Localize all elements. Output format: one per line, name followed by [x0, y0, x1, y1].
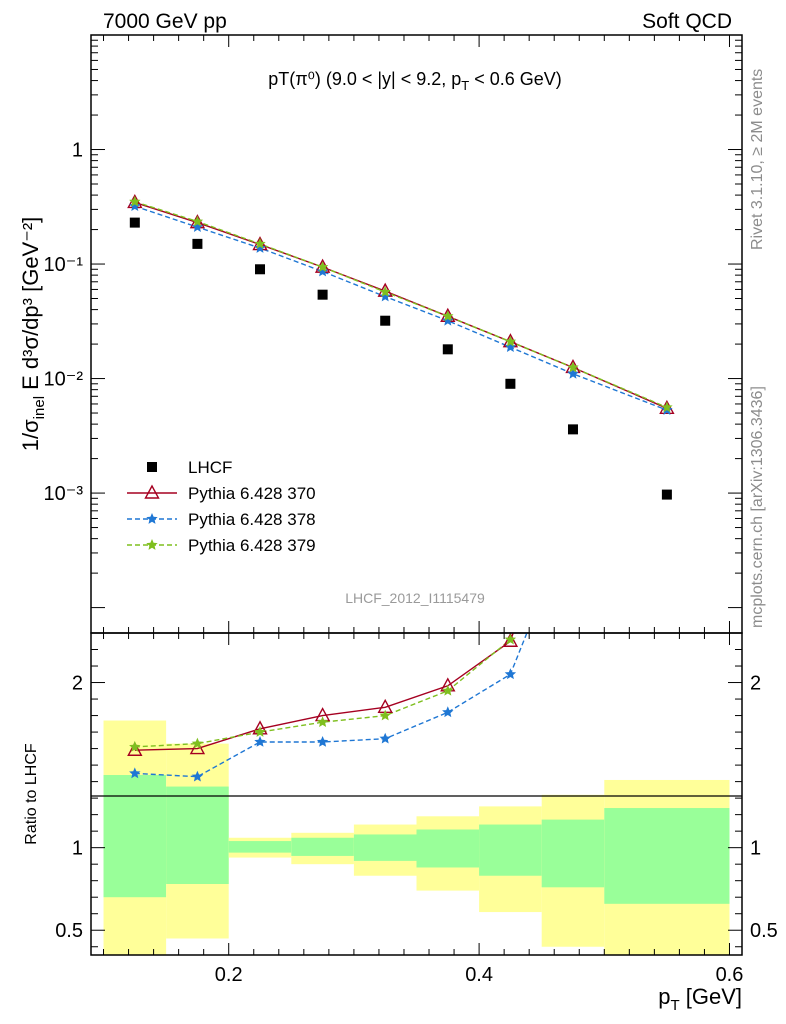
ratio-data-point [316, 716, 329, 727]
ratio-data-point [442, 684, 454, 696]
x-tick-label: 0.4 [465, 964, 493, 986]
ratio-y-tick-label: 0.5 [55, 920, 83, 942]
main-y-tick-label: 10⁻¹ [44, 254, 84, 276]
legend-label: Pythia 6.428 378 [188, 510, 316, 529]
main-data-point [316, 261, 329, 272]
ratio-panel: 0.2 0.4 0.6 0.5 0.5 1 1 2 2 Ratio to LHCF pT [Ge… [23, 632, 778, 1014]
main-series-line [134, 205, 668, 411]
main-series-lines [134, 201, 668, 411]
legend-label: Pythia 6.428 370 [188, 484, 316, 503]
main-data-point [191, 215, 204, 227]
main-data-point [567, 424, 578, 435]
main-data-point [661, 489, 672, 500]
x-tick-label: 0.2 [215, 964, 243, 986]
main-data-point [567, 361, 579, 373]
main-y-tick-label: 10⁻² [44, 369, 84, 391]
ratio-series-markers [127, 633, 519, 782]
main-data-point [442, 310, 454, 322]
ratio-data-point [316, 736, 329, 747]
ratio-data-point [379, 709, 391, 721]
ratio-inner-band [604, 808, 730, 904]
main-data-point [380, 315, 391, 326]
ratio-inner-band [541, 819, 605, 888]
main-data-point [505, 378, 516, 389]
main-series-markers [127, 193, 675, 500]
main-axis-ticks: 1 10⁻¹ 10⁻² 10⁻³ [44, 35, 742, 633]
ratio-y-tick-label-right: 2 [750, 673, 761, 695]
ratio-data-point [502, 633, 519, 647]
ratio-data-point [191, 737, 204, 749]
x-axis-label: pT [GeV] [658, 984, 742, 1014]
ratio-series-line [134, 633, 528, 778]
main-data-point [254, 237, 266, 249]
ratio-inner-band [416, 829, 480, 868]
main-data-point [191, 221, 204, 232]
ratio-data-point [129, 767, 141, 779]
ratio-y-tick-label: 1 [72, 838, 83, 860]
ratio-series-line [134, 633, 514, 748]
analysis-id: LHCF_2012_I1115479 [345, 590, 485, 606]
ratio-ylabel: Ratio to LHCF [23, 743, 40, 845]
legend-marker [147, 462, 157, 472]
main-data-point [442, 344, 453, 355]
ratio-inner-band [291, 837, 354, 856]
legend-marker [146, 513, 158, 524]
header-right: Soft QCD [642, 10, 732, 33]
main-data-point [567, 367, 579, 379]
ratio-data-point [442, 706, 454, 718]
rivet-label: Rivet 3.1.10, ≥ 2M events [749, 69, 766, 250]
legend: LHCF Pythia 6.428 370 Pythia 6.428 378 Pyth… [127, 458, 316, 555]
ratio-data-point [254, 726, 266, 737]
ratio-inner-band [166, 786, 229, 884]
main-data-point [129, 195, 141, 207]
legend-label: Pythia 6.428 379 [188, 536, 316, 555]
main-data-point [316, 265, 329, 277]
main-y-tick-label: 10⁻³ [44, 483, 84, 505]
ratio-data-point [191, 770, 204, 782]
header-left: 7000 GeV pp [103, 10, 227, 33]
main-data-point [317, 289, 328, 300]
ratio-plot-frame [90, 632, 743, 956]
ratio-inner-band [353, 834, 417, 861]
main-data-point [255, 264, 266, 275]
main-data-point [192, 238, 203, 249]
x-tick-label: 0.6 [716, 964, 744, 986]
main-data-point [379, 286, 391, 297]
legend-label: LHCF [188, 458, 232, 477]
main-data-point [504, 341, 517, 352]
ratio-data-point [129, 740, 141, 752]
ratio-data-point [504, 668, 517, 680]
legend-marker [144, 484, 160, 499]
ratio-inner-band [103, 775, 167, 898]
ratio-data-point [254, 736, 266, 747]
ratio-data-point [504, 633, 517, 645]
main-data-point [379, 290, 391, 302]
ratio-inner-band [228, 841, 292, 853]
mcplots-label: mcplots.cern.ch [arXiv:1306.3436] [749, 386, 766, 628]
ratio-data-point [127, 741, 143, 756]
main-data-point [129, 200, 141, 211]
legend-marker [146, 539, 158, 550]
ratio-axis-ticks: 0.2 0.4 0.6 0.5 0.5 1 1 2 2 [55, 633, 778, 986]
main-panel: 1 10⁻¹ 10⁻² 10⁻³ pT(π⁰) (9.0 < |y| < 9.2, p… [18, 34, 743, 634]
ratio-data-point [379, 732, 391, 744]
main-data-point [661, 401, 673, 413]
main-y-tick-label: 1 [72, 140, 83, 162]
ratio-y-tick-label: 2 [72, 673, 83, 695]
ratio-y-tick-label-right: 1 [750, 838, 761, 860]
ratio-inner-band [479, 824, 542, 876]
main-data-point [504, 335, 517, 347]
main-data-point [129, 217, 140, 228]
main-title: pT(π⁰) (9.0 < |y| < 9.2, pT < 0.6 GeV) [268, 69, 562, 93]
main-data-point [442, 314, 454, 326]
ratio-y-tick-label-right: 0.5 [750, 920, 778, 942]
ratio-series-lines [134, 633, 528, 778]
ratio-uncertainty-bands [103, 720, 730, 955]
main-data-point [254, 242, 266, 253]
main-ylabel: 1/σinel E d³σ/dp³ [GeV⁻²] [18, 217, 48, 452]
